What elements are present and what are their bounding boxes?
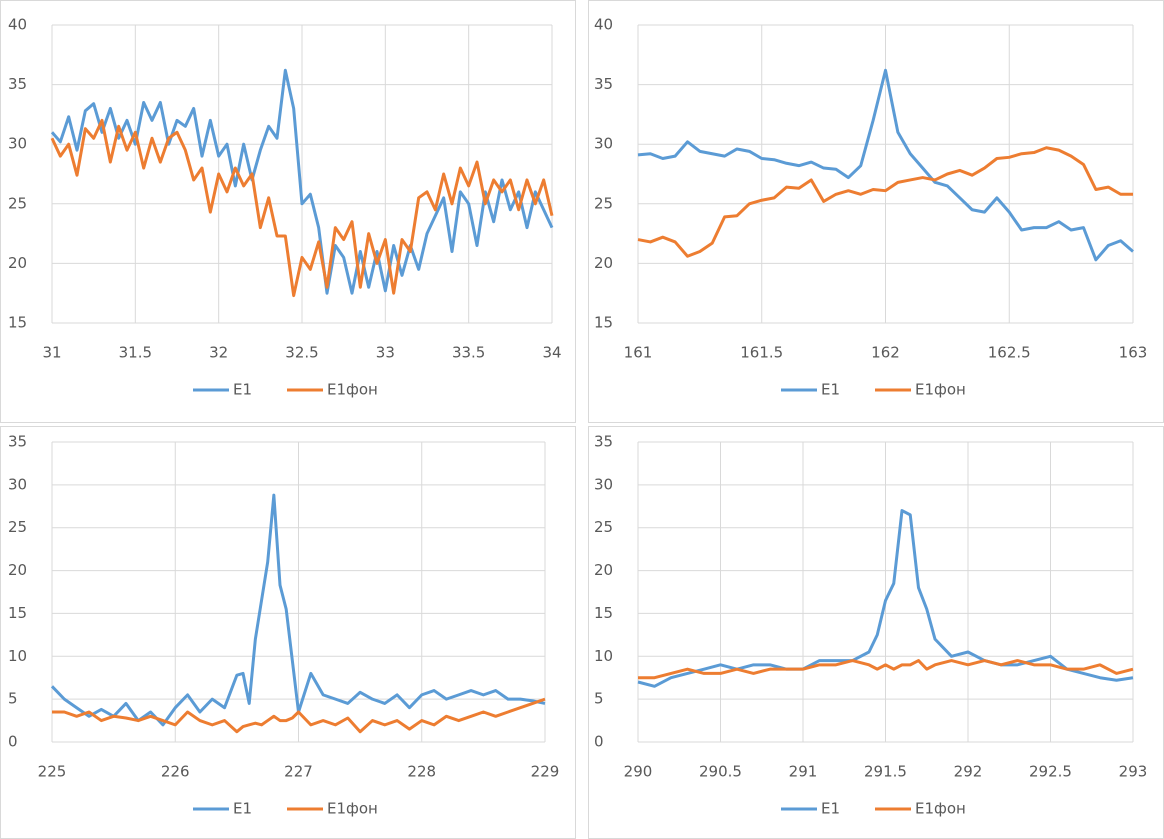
x-tick-label: 33 [376, 344, 395, 362]
y-tick-label: 5 [8, 690, 18, 708]
x-tick-label: 163 [1119, 344, 1148, 362]
x-tick-label: 225 [38, 763, 67, 781]
y-tick-label: 25 [8, 518, 27, 536]
y-tick-label: 30 [594, 135, 613, 153]
legend-label: E1 [233, 800, 252, 818]
x-tick-label: 290.5 [699, 763, 742, 781]
y-tick-label: 10 [8, 647, 27, 665]
y-tick-label: 25 [594, 518, 613, 536]
y-tick-label: 20 [8, 254, 27, 272]
x-tick-label: 291 [789, 763, 818, 781]
y-tick-label: 25 [594, 194, 613, 212]
series-line [638, 659, 1134, 680]
legend-label: E1фон [327, 381, 378, 399]
y-tick-label: 15 [8, 314, 27, 332]
y-tick-label: 0 [594, 733, 604, 751]
y-tick-label: 30 [594, 475, 613, 493]
x-tick-label: 32.5 [285, 344, 318, 362]
x-tick-label: 229 [531, 763, 560, 781]
x-tick-label: 162 [871, 344, 900, 362]
x-tick-label: 293 [1119, 763, 1148, 781]
y-tick-label: 15 [594, 314, 613, 332]
y-tick-label: 35 [8, 433, 27, 451]
x-tick-label: 34 [542, 344, 561, 362]
y-tick-label: 30 [8, 475, 27, 493]
x-tick-label: 32 [209, 344, 228, 362]
y-tick-label: 40 [8, 16, 27, 34]
panel-border [0, 0, 576, 423]
x-tick-label: 226 [161, 763, 190, 781]
y-tick-label: 30 [8, 135, 27, 153]
legend-label: E1 [233, 381, 252, 399]
x-tick-label: 161 [624, 344, 653, 362]
y-tick-label: 15 [594, 604, 613, 622]
y-tick-label: 20 [8, 561, 27, 579]
series-line [637, 146, 1133, 258]
y-tick-label: 40 [594, 16, 613, 34]
y-tick-label: 15 [8, 604, 27, 622]
y-tick-label: 10 [594, 647, 613, 665]
legend-label: E1фон [915, 381, 966, 399]
series-line [52, 697, 546, 734]
legend-label: E1 [821, 381, 840, 399]
x-tick-label: 31 [42, 344, 61, 362]
y-tick-label: 35 [594, 75, 613, 93]
x-tick-label: 292.5 [1029, 763, 1072, 781]
y-tick-label: 20 [594, 561, 613, 579]
series-line [50, 118, 554, 298]
y-tick-label: 0 [8, 733, 18, 751]
legend-label: E1 [821, 800, 840, 818]
y-tick-label: 35 [594, 433, 613, 451]
series-line [637, 509, 1134, 688]
series-line [50, 493, 546, 727]
x-tick-label: 227 [284, 763, 313, 781]
legend-label: E1фон [915, 800, 966, 818]
y-tick-label: 25 [8, 194, 27, 212]
y-tick-label: 5 [594, 690, 604, 708]
x-tick-label: 292 [954, 763, 983, 781]
y-tick-label: 20 [594, 254, 613, 272]
series-line [50, 68, 554, 295]
legend-label: E1фон [327, 800, 378, 818]
x-tick-label: 161.5 [740, 344, 783, 362]
x-tick-label: 291.5 [864, 763, 907, 781]
x-tick-label: 33.5 [452, 344, 485, 362]
series-line [637, 68, 1134, 262]
x-tick-label: 162.5 [988, 344, 1031, 362]
x-tick-label: 31.5 [119, 344, 152, 362]
x-tick-label: 290 [624, 763, 653, 781]
x-tick-label: 228 [407, 763, 436, 781]
y-tick-label: 35 [8, 75, 27, 93]
